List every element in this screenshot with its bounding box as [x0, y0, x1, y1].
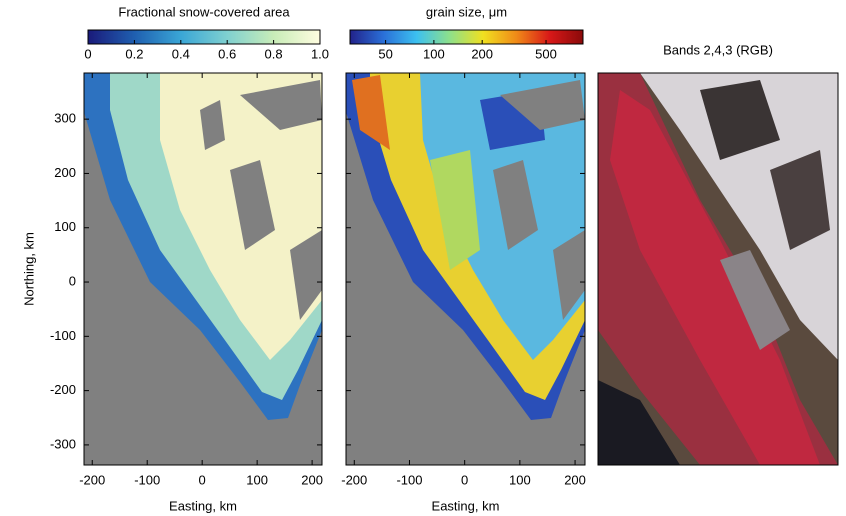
x-axis-label: Easting, km	[432, 498, 500, 513]
colorbar-tick-label: 0.2	[125, 46, 143, 61]
x-tick-label: 200	[564, 472, 586, 487]
colorbar-tick-label: 1.0	[311, 46, 329, 61]
x-tick-label: 100	[246, 472, 268, 487]
x-tick-label: -200	[79, 472, 105, 487]
snow-fraction-map	[84, 73, 322, 465]
colorbar-title: grain size, μm	[426, 4, 507, 19]
y-tick-label: -300	[50, 436, 76, 451]
y-tick-label: 300	[54, 111, 76, 126]
y-tick-label: 0	[69, 273, 76, 288]
colorbar-tick-label: 100	[423, 46, 445, 61]
panel-title: Bands 2,4,3 (RGB)	[663, 42, 773, 57]
x-tick-label: -100	[134, 472, 160, 487]
image-frame	[597, 72, 839, 466]
x-tick-label: -100	[396, 472, 422, 487]
x-tick-label: 0	[461, 472, 468, 487]
y-tick-label: -100	[50, 328, 76, 343]
y-tick-label: -200	[50, 382, 76, 397]
x-tick-label: 0	[199, 472, 206, 487]
x-axis-label: Easting, km	[169, 498, 237, 513]
colorbar-title: Fractional snow-covered area	[118, 4, 290, 19]
colorbar-tick-label: 200	[471, 46, 493, 61]
colorbar-tick-label: 0	[84, 46, 91, 61]
colorbar-tick-label: 0.6	[218, 46, 236, 61]
x-tick-label: 200	[301, 472, 323, 487]
axes-frame	[83, 72, 323, 466]
colorbar-tick-label: 0.4	[172, 46, 190, 61]
x-tick-label: 100	[509, 472, 531, 487]
colorbar	[349, 29, 584, 45]
rgb-image	[598, 73, 838, 465]
colorbar	[87, 29, 321, 45]
colorbar-tick-label: 500	[535, 46, 557, 61]
y-tick-label: 200	[54, 165, 76, 180]
y-tick-label: 100	[54, 219, 76, 234]
grain-size-map	[346, 73, 585, 465]
colorbar-tick-label: 0.8	[265, 46, 283, 61]
axes-frame	[345, 72, 586, 466]
x-tick-label: -200	[341, 472, 367, 487]
colorbar-tick-label: 50	[378, 46, 392, 61]
y-axis-label: Northing, km	[21, 232, 36, 306]
